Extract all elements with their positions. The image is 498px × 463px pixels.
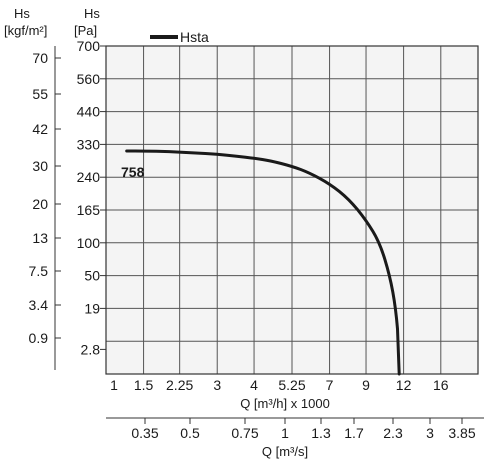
x-main-tick-label-2: 2.25 (166, 377, 193, 393)
x-sec-tick-label-7: 3 (426, 425, 434, 441)
x-main-tick-label-9: 16 (433, 377, 449, 393)
x-sec-tick-label-5: 1.7 (344, 425, 364, 441)
y-pa-tick-label-9: 2.8 (81, 341, 101, 357)
x-axis-main-ticks: 1 1.5 2.25 3 4 5.25 7 9 12 16 (110, 377, 449, 393)
x-main-tick-label-4: 4 (250, 377, 258, 393)
y-axis-kgf-title: Hs (14, 6, 30, 21)
y-axis-pa-unit: [Pa] (74, 23, 97, 38)
y-pa-tick-label-6: 100 (77, 235, 101, 251)
series-line-hsta (125, 149, 401, 376)
x-sec-tick-label-1: 0.5 (180, 425, 200, 441)
x-sec-tick-label-0: 0.35 (131, 425, 158, 441)
legend-label-hsta: Hsta (180, 29, 209, 45)
y-axis-kgf-ticks: 70 55 42 30 20 13 7.5 3.4 0.9 (29, 50, 61, 346)
x-main-tick-label-5: 5.25 (278, 377, 305, 393)
x-sec-tick-label-6: 2.3 (383, 425, 403, 441)
x-sec-tick-label-2: 0.75 (231, 425, 258, 441)
x-main-tick-label-6: 7 (326, 377, 334, 393)
y-axis-kgf-unit: [kgf/m²] (4, 23, 47, 38)
y-kgf-tick-label-8: 0.9 (29, 330, 49, 346)
y-kgf-tick-label-0: 70 (32, 50, 48, 66)
y-pa-tick-label-0: 700 (77, 38, 101, 54)
y-pa-tick-label-3: 330 (77, 136, 101, 152)
y-pa-tick-label-2: 440 (77, 104, 101, 120)
y-pa-tick-label-1: 560 (77, 71, 101, 87)
y-kgf-tick-label-2: 42 (32, 121, 48, 137)
y-pa-tick-label-7: 50 (84, 268, 100, 284)
x-main-tick-label-1: 1.5 (134, 377, 154, 393)
y-pa-tick-label-5: 165 (77, 202, 101, 218)
y-pa-tick-label-4: 240 (77, 169, 101, 185)
y-axis-pa-ticks: 700 560 440 330 240 165 100 50 19 2.8 (77, 38, 106, 357)
y-kgf-tick-label-1: 55 (32, 86, 48, 102)
y-kgf-tick-label-6: 7.5 (29, 263, 49, 279)
series-curve-label: 758 (121, 164, 145, 180)
y-kgf-tick-label-3: 30 (32, 158, 48, 174)
y-kgf-tick-label-5: 13 (32, 230, 48, 246)
x-axis-secondary-title: Q [m³/s] (262, 444, 308, 459)
x-main-tick-label-3: 3 (213, 377, 221, 393)
y-pa-tick-label-8: 19 (84, 300, 100, 316)
x-sec-tick-label-3: 1 (281, 425, 289, 441)
y-kgf-tick-label-4: 20 (32, 196, 48, 212)
x-main-tick-label-0: 1 (110, 377, 118, 393)
x-axis-main-title: Q [m³/h] x 1000 (240, 396, 330, 411)
x-sec-tick-label-4: 1.3 (311, 425, 331, 441)
y-kgf-tick-label-7: 3.4 (29, 297, 49, 313)
x-axis-secondary-ticks: 0.35 0.5 0.75 1 1.3 1.7 2.3 3 3.85 (131, 418, 476, 441)
x-main-tick-label-7: 9 (362, 377, 370, 393)
x-main-tick-label-8: 12 (396, 377, 412, 393)
y-axis-pa-title: Hs (84, 6, 100, 21)
x-sec-tick-label-8: 3.85 (448, 425, 475, 441)
